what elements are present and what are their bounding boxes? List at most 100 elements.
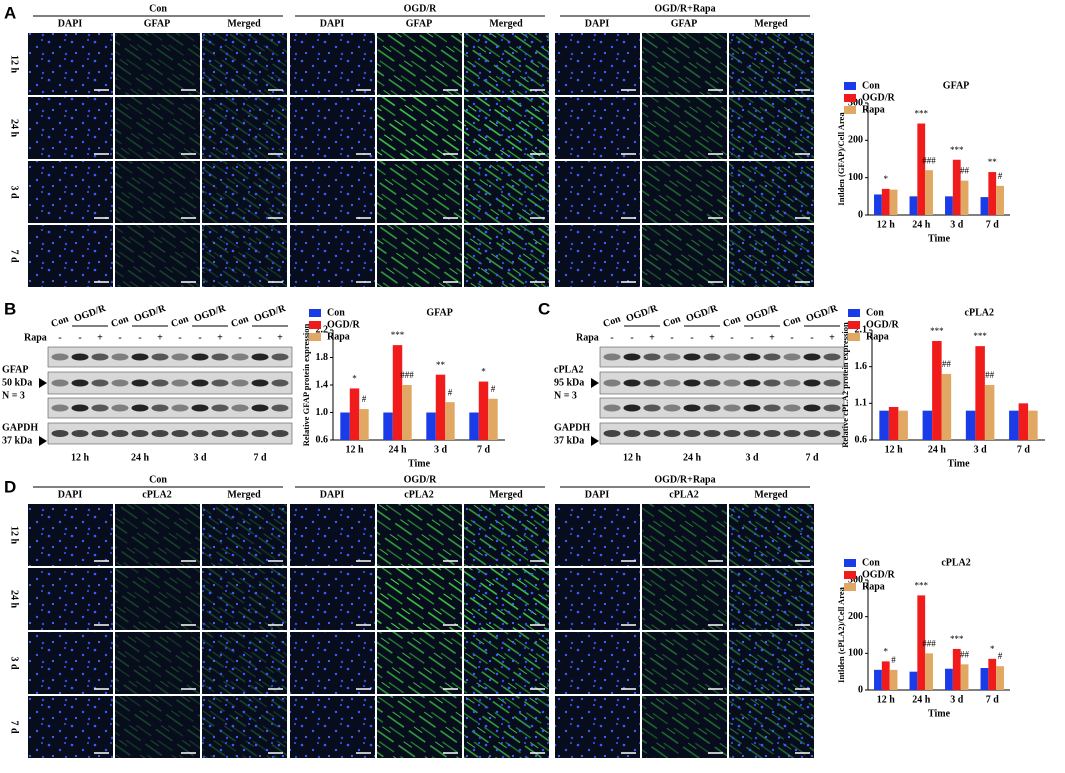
blot-band — [211, 379, 229, 387]
channel-label: GFAP — [144, 18, 170, 29]
rapa-sign: - — [750, 332, 753, 343]
blot-band — [231, 404, 249, 412]
condition-label: Con — [722, 313, 743, 330]
blot-strip — [47, 397, 293, 419]
blot-band — [663, 404, 681, 412]
n-label: N = 3 — [554, 390, 577, 401]
significance: ### — [922, 155, 936, 165]
bar — [975, 346, 985, 440]
channel-label: Merged — [227, 18, 261, 29]
blot-band — [723, 379, 741, 387]
blot-band — [803, 404, 821, 412]
x-tick-label: 7 d — [986, 219, 1000, 230]
legend-label: Rapa — [866, 331, 889, 342]
legend-swatch — [848, 321, 860, 329]
significance: ### — [400, 370, 414, 380]
bar — [469, 412, 479, 440]
blot-band — [823, 404, 841, 412]
blot-strip — [47, 371, 293, 395]
blot-band — [643, 379, 661, 387]
significance: # — [998, 651, 1003, 661]
significance: * — [884, 174, 889, 184]
legend-label: Con — [866, 307, 884, 318]
significance: *** — [391, 330, 405, 340]
blot-band — [71, 404, 89, 412]
significance: # — [998, 171, 1003, 181]
x-tick-label: 24 h — [912, 694, 931, 705]
blue-channel — [729, 161, 814, 223]
legend-swatch — [844, 94, 856, 102]
y-tick-label: 1.0 — [316, 407, 329, 418]
control-label: GAPDH — [2, 422, 38, 433]
rapa-sign: + — [769, 332, 775, 343]
blot-band — [191, 353, 209, 361]
green-channel — [377, 504, 462, 566]
blue-channel — [555, 504, 640, 566]
legend-swatch — [848, 333, 860, 341]
bar — [988, 658, 997, 690]
channel-label: Merged — [227, 489, 261, 500]
rapa-sign: - — [198, 332, 201, 343]
blot-band — [51, 379, 69, 387]
blot-band — [783, 430, 801, 437]
group-header: OGD/R — [404, 474, 438, 485]
condition-label: OGD/R — [133, 303, 168, 325]
green-channel — [642, 33, 727, 95]
blot-band — [131, 404, 149, 412]
time-label: 12 h — [71, 452, 90, 463]
time-label: 3 d — [193, 452, 207, 463]
condition-label: Con — [230, 313, 251, 330]
y-axis-title: Intlden (cPLA2)/Cell Area — [836, 586, 846, 682]
significance: ** — [436, 360, 446, 370]
blot-band — [111, 379, 129, 387]
significance: *** — [950, 634, 964, 644]
blue-channel — [464, 225, 549, 287]
green-channel — [115, 97, 200, 159]
group-header: OGD/R+Rapa — [654, 474, 715, 485]
blot-band — [91, 353, 109, 361]
green-channel — [642, 632, 727, 694]
rapa-sign: + — [157, 332, 163, 343]
y-tick-label: 1.4 — [316, 379, 329, 390]
y-tick-label: 0.6 — [855, 434, 868, 445]
rapa-sign: - — [78, 332, 81, 343]
blot-band — [271, 430, 289, 437]
blot-band — [71, 430, 89, 437]
green-channel — [642, 225, 727, 287]
rapa-sign: - — [58, 332, 61, 343]
channel-label: GFAP — [671, 18, 697, 29]
blue-channel — [28, 33, 113, 95]
significance: *** — [973, 331, 987, 341]
blot-band — [171, 379, 189, 387]
blot-band — [211, 430, 229, 437]
blot-band — [71, 353, 89, 361]
legend-label: Rapa — [862, 581, 885, 592]
green-channel — [115, 33, 200, 95]
chart-title: GFAP — [426, 307, 452, 318]
blot-band — [151, 353, 169, 361]
y-tick-label: 200 — [848, 611, 863, 622]
blot-band — [131, 379, 149, 387]
legend-label: Rapa — [327, 331, 350, 342]
blue-channel — [555, 225, 640, 287]
condition-label: OGD/R — [193, 303, 228, 325]
blot-band — [211, 353, 229, 361]
condition-label: OGD/R — [685, 303, 720, 325]
y-tick-label: 0 — [858, 684, 863, 695]
blot-band — [271, 404, 289, 412]
blue-channel — [202, 97, 287, 159]
x-axis-title: Time — [928, 708, 951, 719]
bar — [879, 410, 889, 440]
blue-channel — [28, 696, 113, 758]
bar — [889, 189, 898, 215]
rapa-sign: - — [630, 332, 633, 343]
blot-band — [803, 379, 821, 387]
blot-band — [663, 379, 681, 387]
rapa-label: Rapa — [576, 332, 599, 343]
channel-label: DAPI — [585, 18, 610, 29]
x-tick-label: 12 h — [885, 444, 904, 455]
bar — [945, 668, 953, 690]
blue-channel — [729, 632, 814, 694]
bar — [874, 194, 882, 215]
blue-channel — [202, 504, 287, 566]
